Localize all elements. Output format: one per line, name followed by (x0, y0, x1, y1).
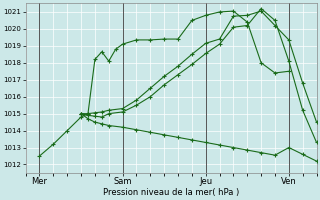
X-axis label: Pression niveau de la mer( hPa ): Pression niveau de la mer( hPa ) (103, 188, 239, 197)
